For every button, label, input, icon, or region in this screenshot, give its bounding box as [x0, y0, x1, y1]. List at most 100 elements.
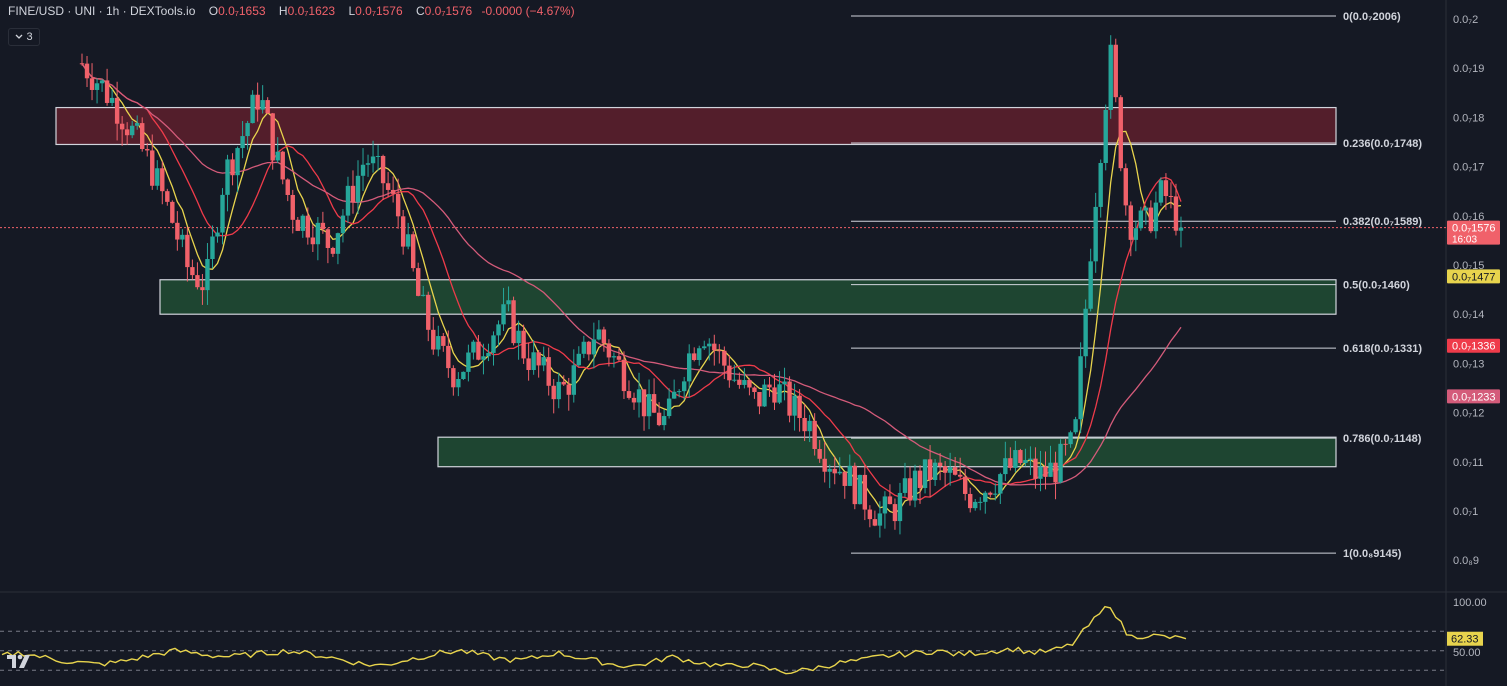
candle-down	[963, 476, 968, 494]
y-tick-label: 0.0₇16	[1453, 211, 1484, 223]
rsi-tick-label: 50.00	[1453, 647, 1481, 659]
candle-down	[1063, 443, 1068, 445]
candle-down	[1123, 168, 1128, 206]
candle-down	[812, 420, 817, 449]
candle-down	[566, 384, 571, 395]
candle-up	[636, 389, 642, 403]
rsi-line	[1, 605, 1187, 675]
candle-down	[150, 150, 155, 186]
candle-down	[616, 356, 622, 360]
candle-down	[957, 474, 963, 477]
candle-up	[94, 83, 100, 90]
candle-down	[255, 94, 260, 110]
candle-down	[140, 123, 145, 150]
candle-down	[330, 247, 336, 254]
candle-up	[611, 356, 617, 358]
candle-up	[1003, 458, 1008, 475]
rsi-value-badge	[1447, 631, 1483, 646]
y-tick-label: 0.0₇2	[1453, 14, 1478, 26]
candle-down	[526, 358, 531, 370]
candle-down	[842, 471, 847, 486]
candle-down	[937, 462, 943, 467]
candle-down	[968, 493, 973, 509]
indicators-toggle-button[interactable]: 3	[8, 28, 40, 46]
y-tick-label: 0.0₇12	[1453, 408, 1484, 420]
candle-down	[817, 448, 822, 459]
candle-down	[170, 201, 175, 223]
price-badge-label: 0.0₇1233	[1452, 391, 1496, 403]
candle-up	[576, 353, 581, 366]
candle-up	[1098, 162, 1103, 207]
candle-down	[511, 300, 516, 344]
candle-up	[687, 353, 692, 382]
candle-down	[426, 294, 431, 330]
candle-up	[681, 381, 687, 392]
candle-up	[421, 294, 426, 296]
rsi-tick-label: 100.00	[1453, 597, 1487, 609]
candle-down	[1173, 196, 1179, 231]
ma-fast-line	[81, 63, 1182, 515]
candle-up	[355, 175, 361, 203]
candle-up	[155, 168, 160, 186]
candle-up	[245, 123, 250, 137]
y-tick-label: 0.0₇13	[1453, 358, 1484, 370]
candle-down	[380, 155, 386, 184]
y-tick-label: 0.0₇18	[1453, 112, 1484, 124]
y-tick-label: 0.0₇19	[1453, 63, 1484, 75]
candle-up	[220, 194, 225, 233]
candle-down	[626, 391, 632, 398]
candle-up	[646, 394, 652, 417]
candle-up	[541, 357, 546, 366]
candle-up	[666, 398, 672, 417]
candle-up	[998, 474, 1003, 494]
chart-legend: FINE/USD · UNI · 1h · DEXTools.io O0.0₇1…	[8, 4, 575, 18]
candle-up	[456, 379, 461, 388]
open-label: O	[208, 4, 219, 18]
tradingview-logo-icon	[7, 654, 30, 668]
candle-up	[571, 365, 576, 395]
candle-up	[1103, 109, 1108, 163]
candle-down	[927, 459, 933, 481]
ma-slow-line	[81, 63, 1182, 486]
open-value: 0.0₇1653	[218, 4, 266, 18]
tradingview-logo[interactable]	[6, 652, 36, 674]
candle-down	[1018, 450, 1023, 464]
candle-up	[506, 300, 511, 305]
candle-down	[621, 359, 627, 392]
candle-up	[897, 492, 903, 522]
candle-down	[917, 470, 923, 488]
candle-up	[471, 341, 476, 353]
candle-down	[310, 237, 316, 245]
candle-down	[1168, 196, 1174, 198]
change-value: -0.0000 (−4.67%)	[481, 4, 575, 18]
low-label: L	[348, 4, 356, 18]
candle-down	[416, 268, 421, 296]
symbol-title[interactable]: FINE/USD · UNI · 1h · DEXTools.io	[8, 4, 196, 18]
candle-down	[160, 168, 165, 192]
candle-up	[707, 343, 712, 347]
candle-up	[375, 155, 381, 157]
candle-up	[180, 234, 185, 240]
candle-up	[370, 156, 376, 164]
support-zone	[437, 436, 1337, 468]
candle-up	[360, 164, 366, 176]
candle-up	[335, 233, 341, 254]
candle-up	[1038, 466, 1043, 479]
candle-down	[230, 159, 235, 176]
candle-up	[902, 478, 908, 493]
candle-down	[752, 387, 757, 393]
candle-down	[441, 336, 446, 346]
candle-down	[586, 341, 592, 355]
candle-down	[395, 193, 401, 217]
candle-down	[270, 113, 275, 161]
fib-level-label: 0(0.0₇2006)	[1343, 11, 1401, 23]
chevron-down-icon	[15, 34, 23, 39]
candle-down	[892, 504, 898, 522]
candle-up	[932, 462, 938, 481]
candle-down	[165, 191, 170, 202]
candle-up	[837, 471, 842, 474]
y-tick-label: 0.0₇15	[1453, 260, 1484, 272]
candle-up	[661, 416, 667, 426]
candle-down	[651, 394, 657, 413]
